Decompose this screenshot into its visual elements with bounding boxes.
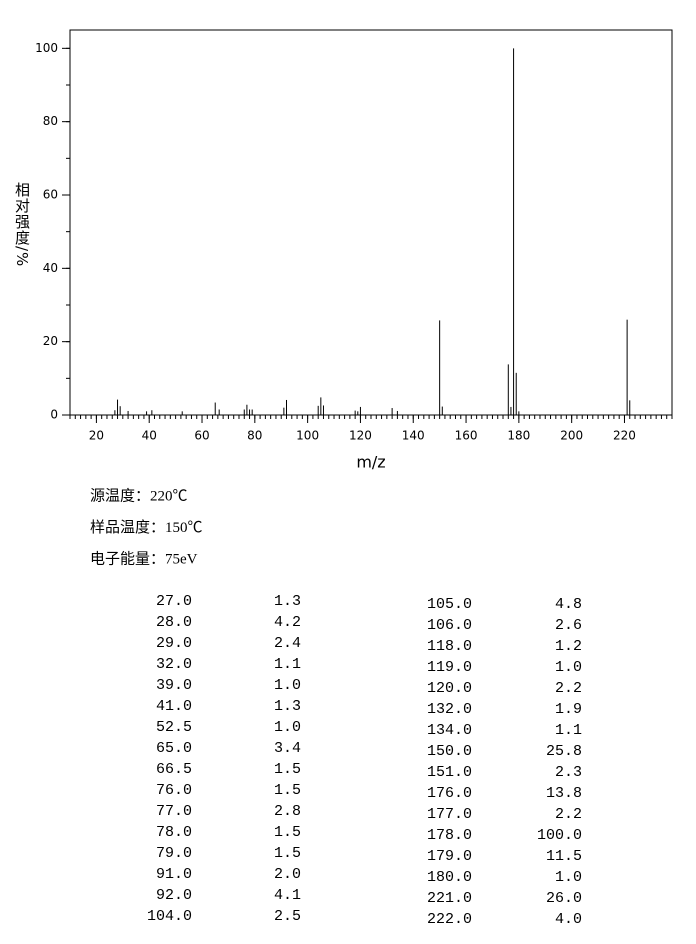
table-mz: 41.0: [156, 698, 192, 715]
table-intensity: 4.0: [555, 911, 582, 928]
table-mz: 176.0: [427, 785, 472, 802]
table-intensity: 1.5: [274, 761, 301, 778]
table-intensity: 1.0: [555, 869, 582, 886]
table-mz: 151.0: [427, 764, 472, 781]
table-intensity: 3.4: [274, 740, 301, 757]
table-mz: 29.0: [156, 635, 192, 652]
table-intensity: 2.2: [555, 806, 582, 823]
y-tick-label: 100: [35, 41, 58, 55]
y-tick-label: 40: [43, 261, 58, 275]
table-mz: 32.0: [156, 656, 192, 673]
y-tick-label: 0: [50, 408, 58, 422]
table-mz: 177.0: [427, 806, 472, 823]
table-intensity: 1.3: [274, 698, 301, 715]
x-tick-label: 60: [194, 429, 209, 443]
plot-frame: [69, 29, 673, 416]
table-mz: 106.0: [427, 617, 472, 634]
x-tick-label: 120: [349, 429, 372, 443]
table-intensity: 1.0: [274, 719, 301, 736]
table-intensity: 4.1: [274, 887, 301, 904]
table-intensity: 1.2: [555, 638, 582, 655]
table-mz: 150.0: [427, 743, 472, 760]
table-mz: 118.0: [427, 638, 472, 655]
table-intensity: 1.1: [274, 656, 301, 673]
table-intensity: 2.8: [274, 803, 301, 820]
table-intensity: 1.5: [274, 782, 301, 799]
table-intensity: 4.2: [274, 614, 301, 631]
table-intensity: 2.4: [274, 635, 301, 652]
x-tick-label: 20: [89, 429, 104, 443]
table-mz: 28.0: [156, 614, 192, 631]
table-intensity: 2.6: [555, 617, 582, 634]
x-tick-label: 80: [247, 429, 262, 443]
table-intensity: 100.0: [537, 827, 582, 844]
table-intensity: 1.9: [555, 701, 582, 718]
x-tick-label: 220: [613, 429, 636, 443]
table-intensity: 26.0: [546, 890, 582, 907]
table-intensity: 1.5: [274, 824, 301, 841]
x-tick-label: 40: [142, 429, 157, 443]
x-tick-label: 140: [402, 429, 425, 443]
table-mz: 91.0: [156, 866, 192, 883]
table-mz: 132.0: [427, 701, 472, 718]
table-mz: 66.5: [156, 761, 192, 778]
table-intensity: 1.5: [274, 845, 301, 862]
table-mz: 178.0: [427, 827, 472, 844]
table-mz: 76.0: [156, 782, 192, 799]
condition: 源温度：220℃: [90, 487, 188, 504]
x-tick-label: 160: [455, 429, 478, 443]
x-axis-title: m/z: [356, 453, 385, 472]
x-tick-label: 100: [296, 429, 319, 443]
y-tick-label: 20: [43, 334, 58, 348]
table-intensity: 13.8: [546, 785, 582, 802]
table-mz: 104.0: [147, 908, 192, 925]
table-mz: 39.0: [156, 677, 192, 694]
condition: 样品温度：150℃: [90, 519, 203, 536]
table-mz: 119.0: [427, 659, 472, 676]
table-intensity: 1.0: [555, 659, 582, 676]
table-mz: 78.0: [156, 824, 192, 841]
x-tick-label: 180: [507, 429, 530, 443]
table-intensity: 1.3: [274, 593, 301, 610]
table-mz: 120.0: [427, 680, 472, 697]
table-intensity: 2.2: [555, 680, 582, 697]
y-tick-label: 80: [43, 114, 58, 128]
table-mz: 221.0: [427, 890, 472, 907]
table-mz: 92.0: [156, 887, 192, 904]
table-mz: 52.5: [156, 719, 192, 736]
y-axis-title: 相对强度/%: [13, 182, 31, 268]
table-intensity: 11.5: [546, 848, 582, 865]
x-tick-label: 200: [560, 429, 583, 443]
table-mz: 180.0: [427, 869, 472, 886]
table-mz: 27.0: [156, 593, 192, 610]
table-intensity: 2.0: [274, 866, 301, 883]
table-mz: 65.0: [156, 740, 192, 757]
table-mz: 134.0: [427, 722, 472, 739]
table-mz: 105.0: [427, 596, 472, 613]
y-tick-label: 60: [43, 188, 58, 202]
table-intensity: 25.8: [546, 743, 582, 760]
table-intensity: 2.3: [555, 764, 582, 781]
table-intensity: 4.8: [555, 596, 582, 613]
table-intensity: 2.5: [274, 908, 301, 925]
table-mz: 179.0: [427, 848, 472, 865]
table-mz: 222.0: [427, 911, 472, 928]
table-mz: 77.0: [156, 803, 192, 820]
table-intensity: 1.1: [555, 722, 582, 739]
table-mz: 79.0: [156, 845, 192, 862]
condition: 电子能量：75eV: [90, 550, 198, 567]
table-intensity: 1.0: [274, 677, 301, 694]
